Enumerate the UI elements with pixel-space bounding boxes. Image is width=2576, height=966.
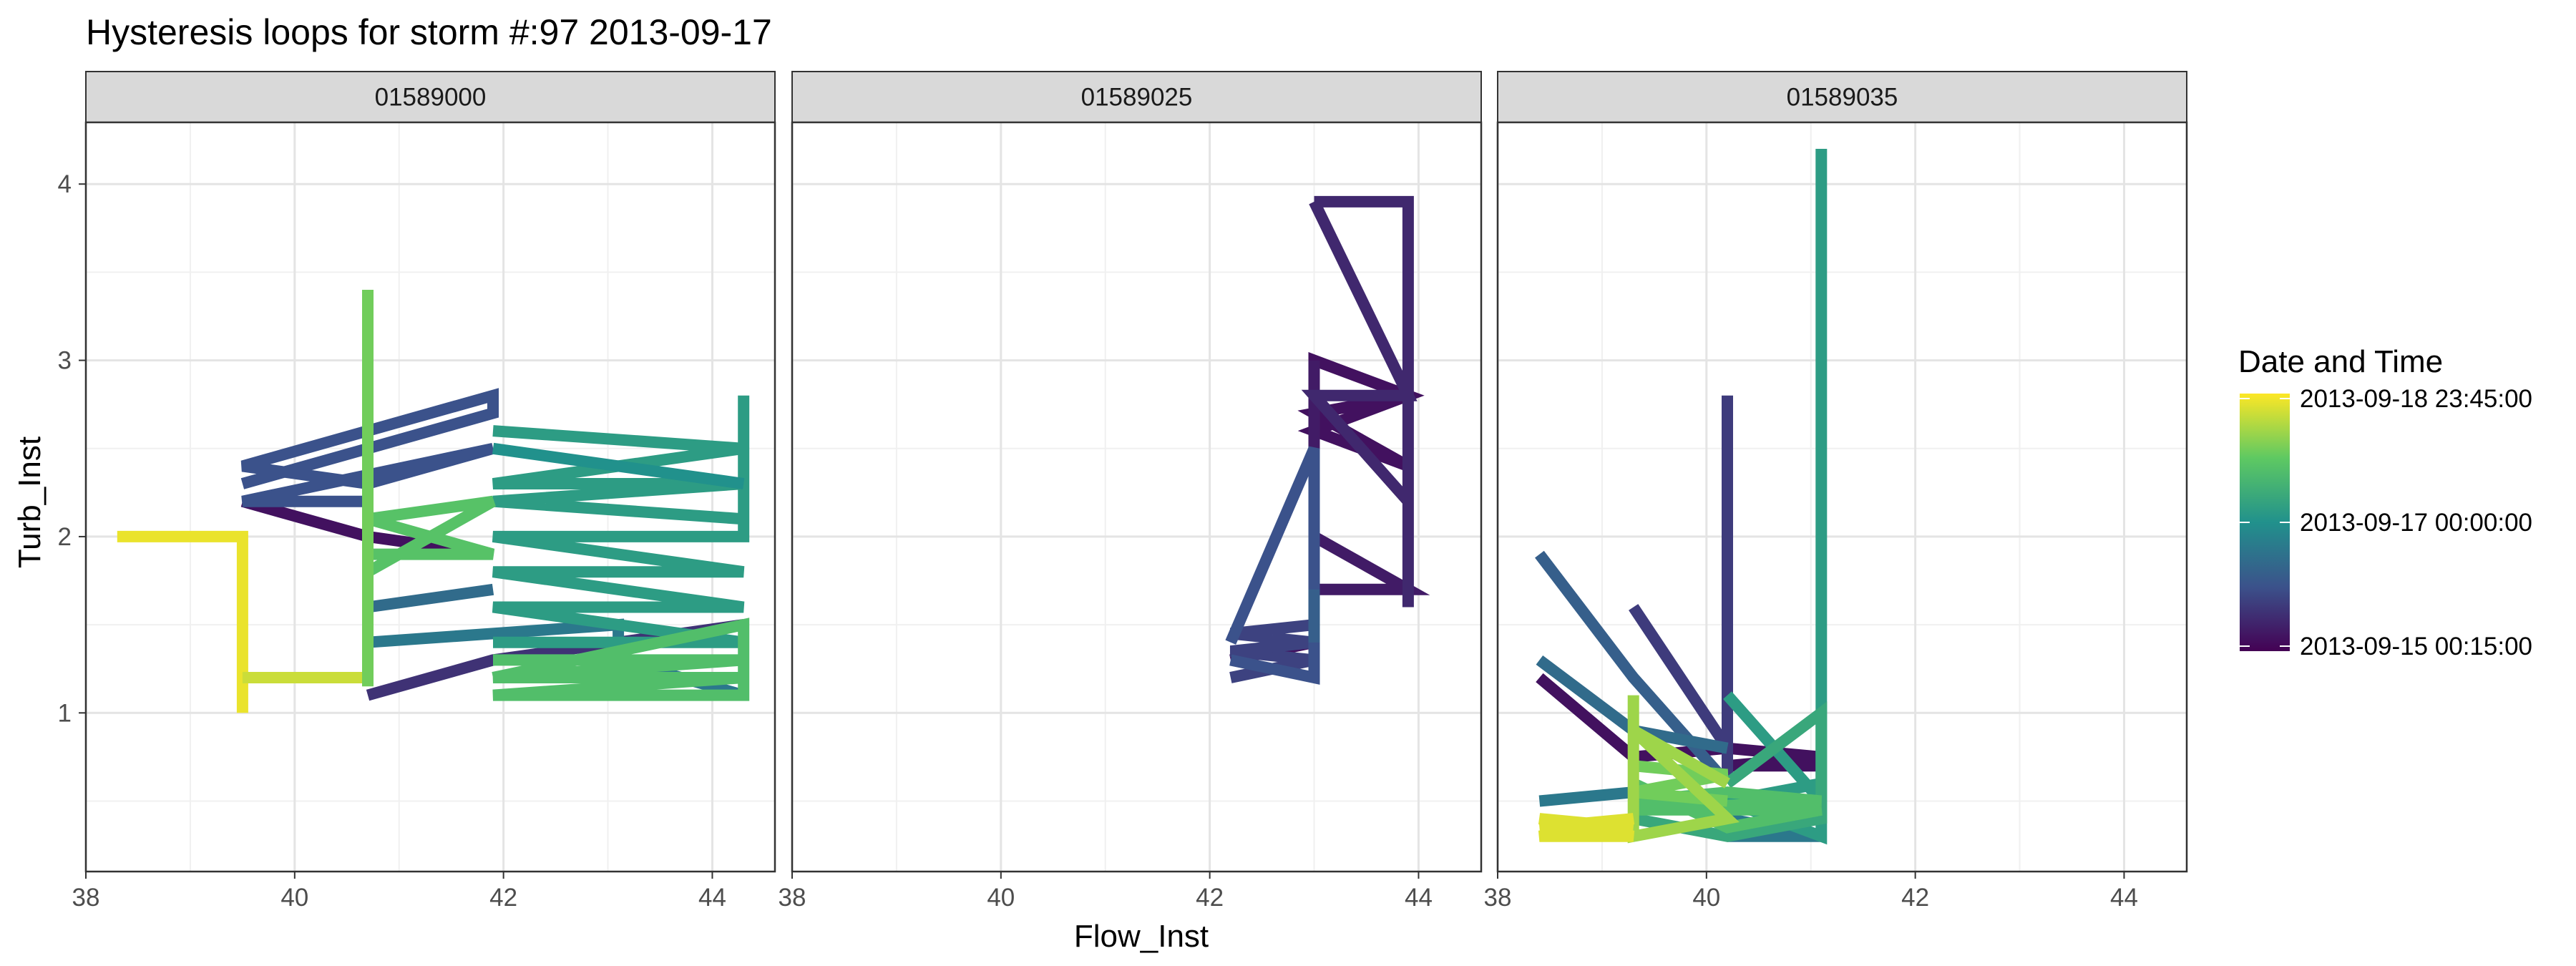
legend-label: 2013-09-15 00:15:00 bbox=[2300, 633, 2532, 660]
panel-01589025: 01589025 38 40 42 44 bbox=[779, 71, 1483, 912]
panel-border bbox=[1496, 121, 2188, 873]
panel-strip-label: 01589025 bbox=[1081, 84, 1193, 112]
x-tick-label: 38 bbox=[779, 884, 806, 912]
panel-background bbox=[1498, 122, 2187, 872]
x-tick-label: 42 bbox=[1196, 884, 1224, 912]
x-tick-label: 44 bbox=[2110, 884, 2138, 912]
series-line bbox=[1631, 778, 1823, 834]
series-line bbox=[1535, 550, 1732, 788]
series-line bbox=[1629, 395, 1733, 784]
x-tick-label: 40 bbox=[280, 884, 308, 912]
x-tick-label: 42 bbox=[489, 884, 517, 912]
panel-background bbox=[792, 122, 1481, 872]
x-tick-label: 38 bbox=[72, 884, 100, 912]
series-group bbox=[1535, 149, 1828, 845]
series-line bbox=[1538, 813, 1635, 842]
legend-label: 2013-09-17 00:00:00 bbox=[2300, 509, 2532, 537]
series-group bbox=[117, 290, 750, 713]
series-group bbox=[1225, 195, 1430, 685]
series-line bbox=[1301, 195, 1418, 608]
y-tick-label: 2 bbox=[58, 523, 72, 551]
series-line bbox=[1632, 701, 1828, 842]
x-axis-title: Flow_Inst bbox=[1074, 919, 1209, 954]
panel-strip bbox=[1497, 71, 2187, 123]
series-line bbox=[1627, 695, 1740, 844]
y-tick-label: 3 bbox=[58, 347, 72, 375]
legend: Date and Time 2013-09-18 23:45:00 2013-09… bbox=[2238, 344, 2532, 660]
panel-strip bbox=[85, 71, 776, 123]
legend-label: 2013-09-18 23:45:00 bbox=[2300, 385, 2532, 413]
panel-strip-label: 01589035 bbox=[1787, 84, 1898, 112]
panel-border bbox=[791, 121, 1483, 873]
series-line bbox=[117, 530, 248, 713]
x-tick-label: 40 bbox=[987, 884, 1015, 912]
series-line bbox=[240, 388, 499, 507]
y-axis-title: Turb_Inst bbox=[12, 436, 47, 568]
panel-background bbox=[86, 122, 775, 872]
x-tick-label: 40 bbox=[1692, 884, 1720, 912]
series-line bbox=[366, 583, 494, 613]
x-tick-label: 44 bbox=[1405, 884, 1433, 912]
legend-title: Date and Time bbox=[2238, 344, 2443, 379]
x-tick-label: 42 bbox=[1901, 884, 1929, 912]
series-line bbox=[1225, 446, 1320, 685]
panel-01589035: 01589035 38 40 42 44 bbox=[1484, 71, 2188, 912]
series-line bbox=[492, 395, 750, 648]
chart-title: Hysteresis loops for storm #:97 2013-09-… bbox=[86, 12, 772, 52]
x-tick-label: 44 bbox=[698, 884, 726, 912]
series-line bbox=[492, 618, 750, 701]
series-line bbox=[492, 442, 745, 489]
y-tick-label: 4 bbox=[58, 170, 72, 198]
panel-01589000: 01589000 38 40 42 44 1 2 3 4 bbox=[58, 71, 776, 912]
y-tick-label: 1 bbox=[58, 699, 72, 727]
series-line bbox=[1229, 619, 1316, 683]
panel-border bbox=[84, 121, 776, 873]
panel-strip-label: 01589000 bbox=[375, 84, 487, 112]
x-tick-label: 38 bbox=[1484, 884, 1512, 912]
